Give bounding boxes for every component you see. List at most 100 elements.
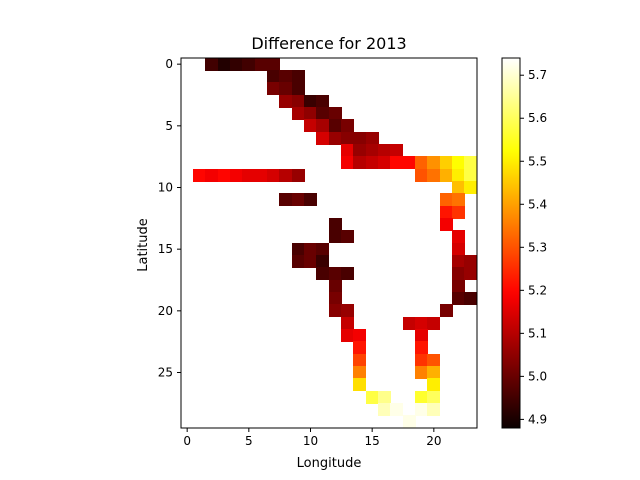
heatmap-cell: [292, 169, 305, 182]
heatmap-cell: [427, 403, 440, 416]
heatmap-cell: [341, 267, 354, 280]
heatmap-cell: [279, 95, 292, 108]
heatmap-cell: [415, 156, 428, 169]
heatmap-cell: [279, 169, 292, 182]
heatmap-cell: [329, 107, 342, 120]
heatmap-cell: [464, 267, 477, 280]
heatmap-cell: [329, 119, 342, 132]
colorbar-tick-label: 5.2: [528, 283, 547, 297]
heatmap-cell: [255, 58, 268, 71]
heatmap-cell: [452, 206, 465, 219]
heatmap-cell: [242, 169, 255, 182]
heatmap-cell: [279, 193, 292, 206]
heatmap-cell: [353, 156, 366, 169]
colorbar-tick-label: 5.0: [528, 369, 547, 383]
heatmap-cell: [464, 255, 477, 268]
heatmap-cell: [304, 243, 317, 256]
heatmap-cell: [218, 58, 231, 71]
x-tick-label: 15: [365, 434, 380, 448]
heatmap-cell: [316, 119, 329, 132]
heatmap-cell: [427, 354, 440, 367]
heatmap-cell: [427, 169, 440, 182]
heatmap-cell: [452, 181, 465, 194]
heatmap-cell: [415, 341, 428, 354]
heatmap-cell: [452, 255, 465, 268]
x-tick-label: 0: [183, 434, 191, 448]
heatmap-cell: [242, 58, 255, 71]
heatmap-cell: [267, 70, 280, 83]
heatmap-cell: [304, 255, 317, 268]
heatmap-cell: [230, 58, 243, 71]
heatmap-cell: [292, 70, 305, 83]
heatmap-cell: [316, 107, 329, 120]
heatmap-cell: [329, 132, 342, 145]
heatmap-cell: [366, 132, 379, 145]
heatmap-cell: [415, 329, 428, 342]
heatmap-cell: [378, 156, 391, 169]
colorbar-tick-label: 5.6: [528, 111, 547, 125]
heatmap-cell: [353, 378, 366, 391]
heatmap-cells: [193, 58, 477, 428]
heatmap-cell: [403, 156, 416, 169]
heatmap-cell: [464, 292, 477, 305]
heatmap-cell: [452, 267, 465, 280]
heatmap-cell: [440, 218, 453, 231]
heatmap-cell: [415, 391, 428, 404]
heatmap-cell: [341, 119, 354, 132]
heatmap-cell: [440, 169, 453, 182]
plot-area: 0 5 10 15 20 0 5 10 15 20 25: [158, 57, 478, 448]
heatmap-cell: [427, 317, 440, 330]
y-tick-label: 10: [158, 181, 173, 195]
heatmap-cell: [415, 366, 428, 379]
heatmap-cell: [403, 317, 416, 330]
heatmap-cell: [292, 107, 305, 120]
heatmap-cell: [353, 132, 366, 145]
colorbar-tick-label: 5.3: [528, 240, 547, 254]
heatmap-cell: [218, 169, 231, 182]
heatmap-cell: [366, 144, 379, 157]
heatmap-cell: [292, 243, 305, 256]
plot-frame: [180, 57, 478, 429]
heatmap-cell: [341, 317, 354, 330]
y-tick-label: 0: [165, 57, 173, 71]
heatmap-cell: [316, 95, 329, 108]
heatmap-cell: [378, 391, 391, 404]
heatmap-cell: [316, 132, 329, 145]
heatmap-cell: [452, 193, 465, 206]
heatmap-cell: [415, 354, 428, 367]
heatmap-cell: [415, 169, 428, 182]
heatmap-cell: [316, 255, 329, 268]
heatmap-cell: [329, 292, 342, 305]
y-tick-label: 25: [158, 366, 173, 380]
colorbar-tick-label: 5.1: [528, 326, 547, 340]
heatmap-cell: [304, 107, 317, 120]
heatmap-cell: [292, 82, 305, 95]
heatmap-cell: [329, 280, 342, 293]
x-tick-label: 10: [303, 434, 318, 448]
colorbar: 4.9 5.0 5.1 5.2 5.3 5.4 5.5 5.6 5.7: [501, 57, 547, 429]
heatmap-cell: [353, 366, 366, 379]
x-tick-label: 20: [426, 434, 441, 448]
heatmap-cell: [341, 230, 354, 243]
heatmap-cell: [341, 329, 354, 342]
heatmap-cell: [279, 82, 292, 95]
heatmap-cell: [267, 58, 280, 71]
heatmap-cell: [440, 206, 453, 219]
heatmap-cell: [329, 230, 342, 243]
heatmap-cell: [353, 329, 366, 342]
heatmap-cell: [267, 82, 280, 95]
heatmap-cell: [329, 267, 342, 280]
heatmap-cell: [464, 181, 477, 194]
x-axis-title: Longitude: [297, 456, 362, 471]
heatmap-cell: [329, 304, 342, 317]
heatmap-cell: [415, 403, 428, 416]
colorbar-tick-label: 4.9: [528, 412, 547, 426]
heatmap-cell: [193, 169, 206, 182]
colorbar-tick-label: 5.7: [528, 68, 547, 82]
heatmap-cell: [366, 391, 379, 404]
heatmap-cell: [255, 169, 268, 182]
heatmap-cell: [292, 255, 305, 268]
y-tick-label: 20: [158, 304, 173, 318]
heatmap-cell: [452, 243, 465, 256]
